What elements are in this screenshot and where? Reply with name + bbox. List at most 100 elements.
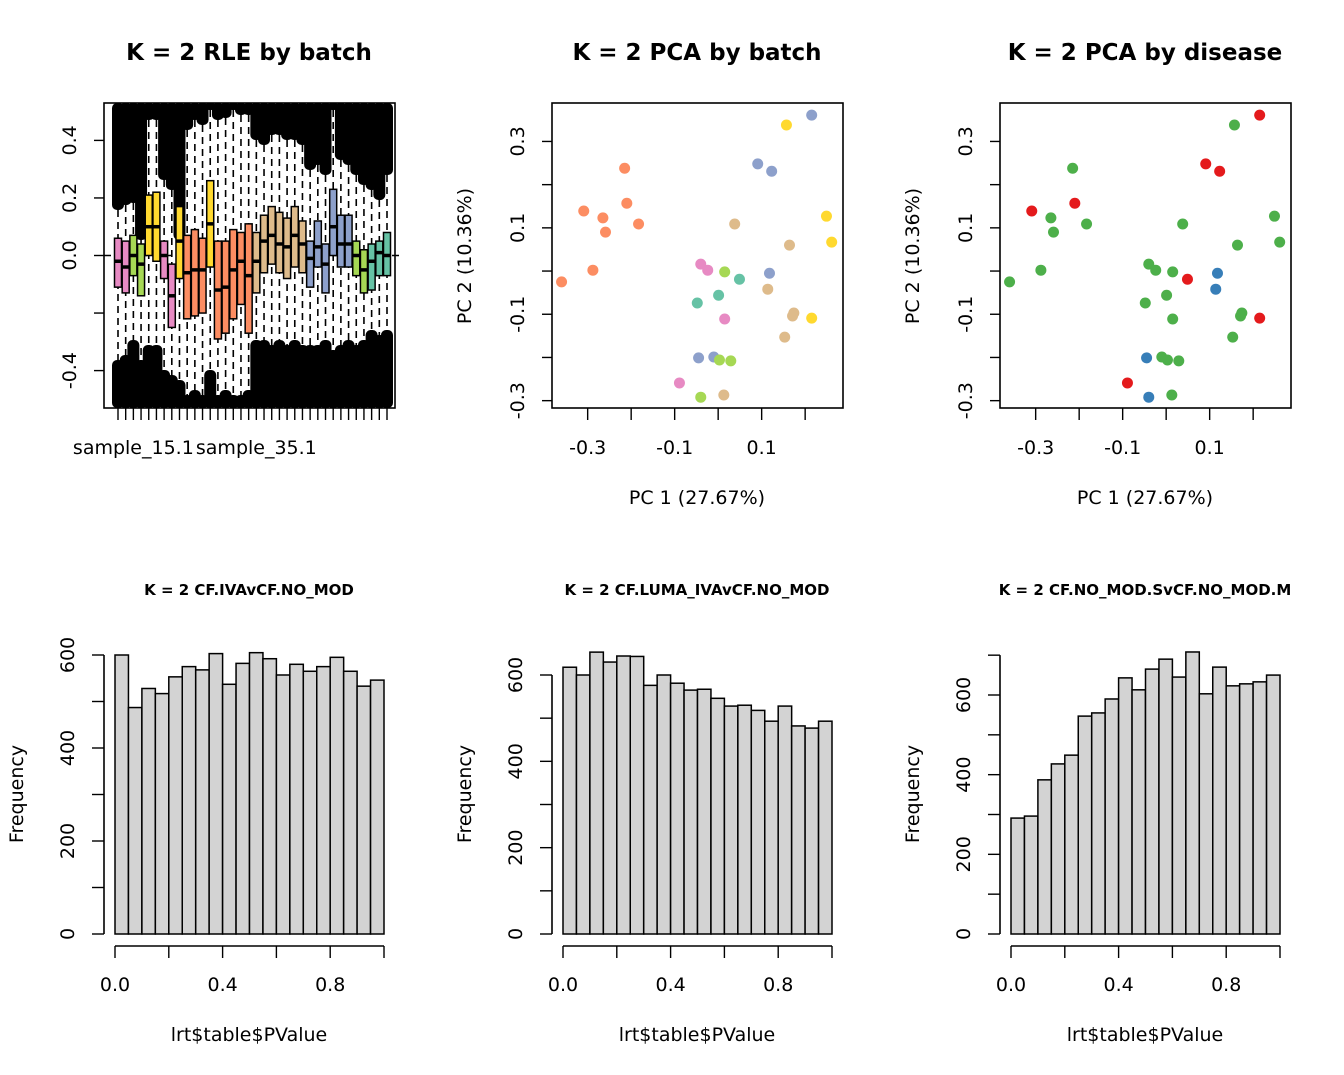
box xyxy=(159,240,169,280)
histogram-bar xyxy=(1064,754,1080,935)
box xyxy=(321,243,330,294)
histogram-bar xyxy=(262,657,278,935)
data-point xyxy=(1048,226,1060,238)
box xyxy=(298,220,307,274)
data-point xyxy=(766,165,778,177)
x-tick-label: -0.3 xyxy=(1017,437,1054,459)
histogram-bar xyxy=(764,720,779,935)
x-axis-label: lrt$table$PValue xyxy=(1067,1024,1223,1046)
histogram-bar xyxy=(777,705,793,935)
data-point xyxy=(1228,119,1240,131)
data-point xyxy=(718,389,730,401)
data-point xyxy=(1121,377,1133,389)
data-point xyxy=(619,162,631,174)
histogram-bar xyxy=(683,689,699,935)
data-point xyxy=(621,197,633,209)
histogram-bar xyxy=(656,674,672,935)
outlier-points-bottom xyxy=(381,330,393,408)
x-tick-label: -0.1 xyxy=(1104,437,1141,459)
data-point xyxy=(1268,210,1280,222)
x-tick-label: sample_35.1 xyxy=(196,437,317,459)
histogram-bar xyxy=(235,662,251,935)
histogram-bar xyxy=(1037,779,1053,935)
histogram-bar xyxy=(575,674,591,935)
histogram-bar xyxy=(168,676,184,935)
box xyxy=(305,240,315,288)
histogram-bar xyxy=(1171,676,1187,935)
histogram-bar xyxy=(642,684,658,935)
y-tick-label: 0.4 xyxy=(59,125,81,155)
histogram-bar xyxy=(1144,668,1160,935)
data-point xyxy=(1181,273,1193,285)
histogram-bar xyxy=(1010,817,1026,935)
x-tick-label: -0.1 xyxy=(656,437,693,459)
data-point xyxy=(702,264,714,276)
data-point xyxy=(783,239,795,251)
histogram-bar xyxy=(194,669,210,935)
x-tick-label: sample_15.1 xyxy=(73,437,194,459)
histogram-bar xyxy=(356,685,372,935)
data-point xyxy=(806,109,818,121)
y-tick-label: -0.1 xyxy=(955,296,977,333)
data-point xyxy=(729,218,741,230)
histogram-bar xyxy=(1104,698,1120,935)
outlier-points-top xyxy=(319,103,332,175)
box xyxy=(336,214,346,268)
y-tick-label: 200 xyxy=(505,830,527,866)
y-tick-label: 0.3 xyxy=(955,126,977,156)
box xyxy=(375,240,384,277)
histogram-bar xyxy=(208,652,224,935)
data-point xyxy=(820,210,832,222)
histogram-bar xyxy=(1077,715,1093,935)
histogram-bar xyxy=(1158,658,1174,935)
histogram-bar xyxy=(275,674,291,935)
histogram-bar xyxy=(737,704,753,935)
histogram-bar xyxy=(710,697,726,935)
x-tick-label: -0.3 xyxy=(569,437,606,459)
data-point xyxy=(826,236,838,248)
y-axis-label: Frequency xyxy=(6,745,28,843)
x-axis-label: PC 1 (27.67%) xyxy=(629,487,765,509)
y-tick-label: -0.3 xyxy=(955,382,977,419)
data-point xyxy=(1173,355,1185,367)
data-point xyxy=(1177,218,1189,230)
histogram-bar xyxy=(248,651,264,935)
histogram-luma-panel: K = 2 CF.LUMA_IVAvCF.NO_MOD lrt$table$PV… xyxy=(454,581,833,1046)
histogram-bar xyxy=(723,705,739,935)
box xyxy=(259,214,269,274)
data-point xyxy=(1211,267,1223,279)
x-tick-label: 0.8 xyxy=(1211,974,1241,996)
histogram-bar xyxy=(181,665,197,935)
box xyxy=(344,214,353,268)
y-tick-label: 600 xyxy=(505,657,527,693)
y-tick-label: 0 xyxy=(505,928,527,940)
x-tick-label: 0.0 xyxy=(100,974,130,996)
histogram-bar xyxy=(302,670,318,935)
histogram-bar xyxy=(316,665,331,935)
data-point xyxy=(1150,264,1162,276)
data-point xyxy=(1231,239,1243,251)
data-point xyxy=(719,313,731,325)
histogram-bar xyxy=(1212,666,1227,935)
box xyxy=(236,231,246,306)
box xyxy=(244,223,253,334)
histogram-bar xyxy=(154,692,170,935)
histogram-bar xyxy=(1050,763,1066,935)
histogram-bar xyxy=(602,661,618,935)
histogram-bar xyxy=(750,709,766,935)
histogram-bar xyxy=(589,651,605,935)
y-tick-label: 0 xyxy=(953,928,975,940)
histogram-bar xyxy=(141,687,157,935)
data-point xyxy=(1254,312,1266,324)
y-tick-label: -0.1 xyxy=(507,296,529,333)
data-point xyxy=(1235,310,1247,322)
pca-disease-title: K = 2 PCA by disease xyxy=(1008,40,1283,66)
plot-frame xyxy=(999,102,1292,409)
x-tick-label: 0.1 xyxy=(747,437,777,459)
data-point xyxy=(1254,109,1266,121)
data-point xyxy=(762,283,774,295)
histogram-bar xyxy=(1185,651,1201,935)
outlier-layer xyxy=(112,103,393,408)
histogram-bar xyxy=(1117,677,1133,935)
